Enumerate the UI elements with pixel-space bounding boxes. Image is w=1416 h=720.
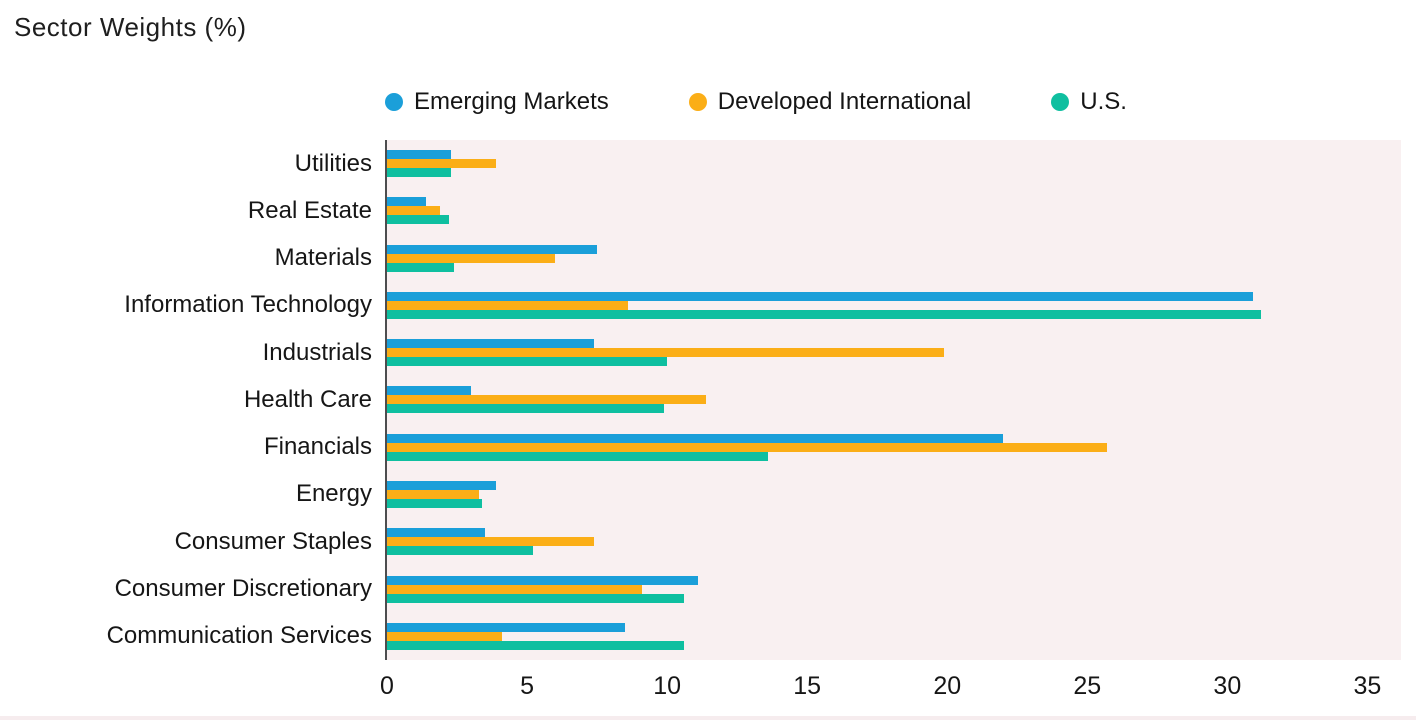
bar-u-s-industrials [387,357,668,367]
chart-row-consumer-discretionary: Consumer Discretionary [0,565,1401,613]
chart-row-communication-services: Communication Services [0,612,1401,660]
chart-row-energy: Energy [0,470,1401,519]
legend-item-u-s: U.S. [1051,88,1127,116]
plot-area-segment [385,329,1401,377]
chart-row-real-estate: Real Estate [0,187,1401,235]
plot-area-segment [385,470,1401,519]
chart-title: Sector Weights (%) [14,12,247,42]
category-label: Financials [263,433,372,461]
category-label: Consumer Staples [174,527,372,555]
bar-developed-international-energy [387,489,480,499]
category-label: Energy [295,480,372,508]
bar-emerging-markets-consumer-staples [387,528,486,538]
x-tick-label: 35 [1353,672,1382,700]
bar-developed-international-utilities [387,159,497,169]
category-label: Communication Services [106,622,372,650]
x-axis: 0 5 10 15 20 25 30 35 [380,672,1401,712]
legend-item-emerging-markets: Emerging Markets [385,88,609,116]
x-tick-label: 15 [793,672,822,700]
bar-emerging-markets-communication-services [387,622,626,632]
chart-row-industrials: Industrials [0,329,1401,377]
plot-area-segment [385,612,1401,660]
legend-label: U.S. [1080,88,1127,115]
plot-area-segment [385,518,1401,566]
plot-area-segment [385,281,1401,330]
x-tick-label: 20 [933,672,962,700]
plot-area-segment [385,423,1401,471]
bar-developed-international-health-care [387,395,707,405]
chart-row-consumer-staples: Consumer Staples [0,518,1401,566]
category-label: Health Care [243,385,372,413]
bar-u-s-information-technology [387,309,1261,319]
chart-row-materials: Materials [0,234,1401,282]
bar-emerging-markets-financials [387,433,1004,443]
x-tick-label: 5 [520,672,534,700]
category-label: Industrials [262,338,372,366]
x-tick-label: 30 [1213,672,1242,700]
bar-emerging-markets-information-technology [387,291,1253,301]
bar-emerging-markets-energy [387,480,497,490]
x-tick-label: 25 [1073,672,1102,700]
bar-emerging-markets-consumer-discretionary [387,575,698,585]
plot-area-segment [385,234,1401,282]
plot-area-segment [385,376,1401,424]
bottom-divider [0,716,1416,720]
chart-row-information-technology: Information Technology [0,281,1401,330]
bar-developed-international-information-technology [387,300,628,310]
bar-developed-international-consumer-staples [387,537,595,547]
bar-u-s-financials [387,451,768,461]
bar-u-s-utilities [387,168,452,178]
category-label: Information Technology [124,291,372,319]
bar-u-s-health-care [387,404,665,414]
bar-u-s-real-estate [387,215,449,225]
bar-developed-international-communication-services [387,631,502,641]
legend-item-developed-international: Developed International [688,88,972,116]
category-label: Real Estate [247,196,372,224]
bar-developed-international-industrials [387,348,945,358]
category-label: Materials [274,244,372,272]
bar-u-s-energy [387,498,483,508]
chart-legend: Emerging Markets Developed International U… [385,88,1127,116]
category-label: Consumer Discretionary [114,575,372,603]
plot-area-segment [385,187,1401,235]
legend-dot-icon [385,93,403,111]
legend-label: Emerging Markets [414,88,609,115]
chart-row-health-care: Health Care [0,376,1401,424]
chart-row-utilities: Utilities [0,140,1401,188]
bar-u-s-communication-services [387,640,684,650]
bar-developed-international-financials [387,442,1107,452]
category-label: Utilities [294,149,372,177]
bar-u-s-consumer-staples [387,546,533,556]
bar-developed-international-real-estate [387,206,441,216]
bar-chart-plot: Utilities Real Estate Materials Information… [0,140,1401,660]
bar-emerging-markets-industrials [387,339,595,349]
bar-developed-international-consumer-discretionary [387,584,642,594]
legend-dot-icon [1051,93,1070,111]
x-tick-label: 0 [380,672,394,700]
bar-emerging-markets-health-care [387,386,472,396]
bar-emerging-markets-materials [387,244,598,254]
chart-row-financials: Financials [0,423,1401,471]
plot-area-segment [385,140,1401,188]
plot-area-segment [385,565,1401,613]
bar-u-s-consumer-discretionary [387,593,684,603]
bar-u-s-materials [387,262,455,272]
x-tick-label: 10 [653,672,682,700]
bar-developed-international-materials [387,253,556,263]
legend-label: Developed International [717,88,972,115]
bar-emerging-markets-utilities [387,150,452,160]
legend-dot-icon [688,93,707,111]
bar-emerging-markets-real-estate [387,197,427,207]
